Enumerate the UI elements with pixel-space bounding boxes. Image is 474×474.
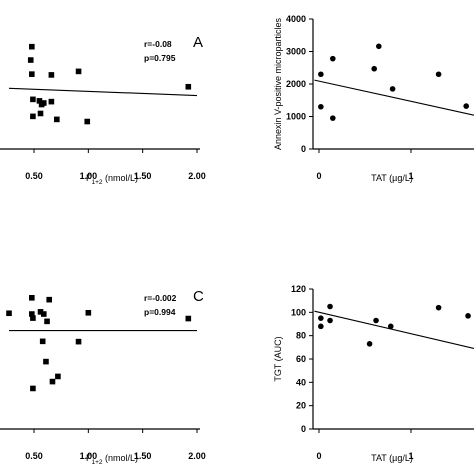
data-point — [330, 115, 336, 121]
x-tick-label: 1.00 — [80, 451, 98, 461]
y-tick-label: 60 — [296, 354, 306, 364]
x-tick-label: 2.00 — [188, 171, 206, 181]
data-point — [435, 71, 442, 78]
y-axis-label: TGT (AUC) — [273, 336, 283, 381]
y-tick-label: 120 — [291, 284, 306, 294]
panel-letter: C — [193, 288, 204, 305]
data-point — [46, 296, 53, 303]
data-point — [29, 295, 35, 301]
data-point — [373, 317, 379, 324]
data-point — [6, 310, 12, 317]
data-point — [318, 315, 324, 321]
data-point — [40, 100, 47, 106]
data-point — [29, 71, 35, 77]
data-point — [318, 323, 324, 330]
y-tick-label: 4000 — [286, 14, 306, 24]
data-point — [36, 98, 43, 104]
data-point — [318, 71, 324, 78]
data-point — [387, 323, 394, 330]
x-tick-label: 0.50 — [25, 451, 43, 461]
y-tick-label: 1000 — [286, 112, 306, 122]
data-point — [44, 318, 50, 325]
data-point — [366, 341, 373, 347]
x-tick-label: 0.50 — [25, 171, 43, 181]
x-axis-label: F1+2 (nmol/L) — [86, 453, 138, 466]
data-point — [371, 65, 378, 72]
data-point — [185, 83, 192, 90]
data-point — [389, 86, 396, 92]
data-point — [39, 338, 46, 345]
panel-c: 0.50 1.00 1.50 2.00 F1+2 (nmol/L) r=-0.002 p=0… — [0, 288, 206, 466]
x-tick-label: 0 — [316, 451, 321, 461]
data-point — [330, 55, 336, 62]
data-point — [327, 303, 333, 310]
data-point — [84, 118, 91, 125]
data-point — [48, 98, 55, 105]
y-tick-label: 3000 — [286, 47, 306, 57]
data-point — [85, 309, 92, 316]
regression-line — [314, 79, 474, 116]
data-point — [376, 43, 382, 50]
correlation-r: r=-0.002 — [144, 293, 177, 303]
data-point — [30, 96, 36, 103]
x-axis-label: TAT (µg/L) — [371, 453, 413, 463]
y-tick-label: 0 — [301, 144, 306, 154]
data-point — [37, 110, 44, 117]
regression-line — [314, 310, 474, 350]
y-tick-label: 0 — [301, 424, 306, 434]
data-point — [30, 315, 36, 321]
data-point — [30, 385, 36, 392]
x-axis-label: F1+2 (nmol/L) — [86, 173, 138, 186]
data-point — [185, 315, 192, 322]
data-point — [29, 43, 35, 50]
data-point — [54, 116, 60, 123]
data-point — [30, 113, 36, 120]
data-point — [49, 378, 56, 385]
y-tick-label: 100 — [291, 307, 306, 317]
data-point — [29, 311, 35, 317]
y-axis-label: Annexin V-positive microparticles — [273, 17, 283, 150]
x-tick-label: 1.00 — [80, 171, 98, 181]
y-tick-label: 2000 — [286, 79, 306, 89]
data-point — [27, 57, 34, 63]
data-point — [55, 373, 61, 380]
data-point — [463, 103, 470, 109]
x-tick-label: 2.00 — [188, 451, 206, 461]
data-point — [37, 309, 44, 315]
y-tick-label: 40 — [296, 377, 306, 387]
data-point — [75, 338, 82, 345]
regression-line — [8, 87, 198, 97]
x-tick-label: 1.50 — [134, 171, 152, 181]
data-point — [435, 304, 442, 311]
data-point — [318, 103, 324, 110]
data-point — [75, 68, 82, 75]
p-value: p=0.795 — [144, 53, 176, 63]
data-point — [40, 311, 47, 317]
y-tick-label: 20 — [296, 401, 306, 411]
x-tick-label: 1 — [408, 451, 413, 461]
y-tick-label: 80 — [296, 331, 306, 341]
data-point — [43, 358, 49, 365]
panel-a: 0.50 1.00 1.50 2.00 F1+2 (nmol/L) r=-0.08 p=0.… — [0, 34, 206, 186]
p-value: p=0.994 — [144, 307, 176, 317]
x-axis-label: TAT (µg/L) — [371, 173, 413, 183]
data-point — [465, 313, 471, 319]
x-tick-label: 1 — [408, 171, 413, 181]
panel-letter: A — [193, 34, 203, 51]
data-point — [48, 72, 55, 78]
x-tick-label: 1.50 — [134, 451, 152, 461]
correlation-r: r=-0.08 — [144, 39, 172, 49]
data-point — [327, 317, 333, 324]
x-tick-label: 0 — [316, 171, 321, 181]
